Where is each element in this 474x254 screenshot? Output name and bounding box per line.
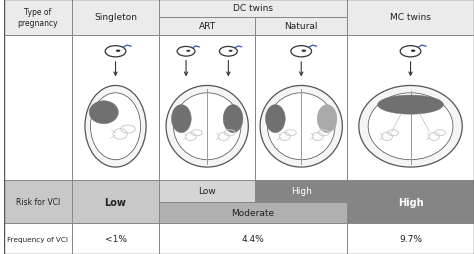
Bar	[72, 224, 159, 254]
Bar	[159, 36, 255, 180]
Bar	[347, 0, 474, 36]
Bar	[347, 36, 474, 180]
Bar	[255, 180, 347, 202]
Text: <1%: <1%	[105, 234, 127, 243]
Ellipse shape	[173, 93, 241, 160]
Ellipse shape	[166, 86, 248, 167]
Text: Type of
pregnancy: Type of pregnancy	[18, 8, 58, 27]
Bar	[159, 224, 347, 254]
Bar	[255, 36, 347, 180]
Bar	[72, 0, 159, 36]
Text: ART: ART	[199, 22, 216, 31]
Ellipse shape	[265, 105, 285, 133]
Bar	[159, 202, 347, 224]
Ellipse shape	[378, 96, 444, 115]
Circle shape	[301, 50, 306, 53]
Bar	[159, 180, 255, 202]
Bar	[4, 224, 72, 254]
Text: MC twins: MC twins	[390, 13, 431, 22]
Bar	[347, 224, 474, 254]
Text: High: High	[398, 197, 423, 207]
Text: Moderate: Moderate	[231, 208, 274, 217]
Ellipse shape	[172, 105, 191, 133]
Text: High: High	[291, 187, 312, 196]
Ellipse shape	[359, 86, 462, 167]
Bar	[4, 0, 72, 36]
Ellipse shape	[91, 93, 141, 160]
Circle shape	[186, 51, 190, 53]
Text: Risk for VCI: Risk for VCI	[16, 197, 60, 207]
Ellipse shape	[223, 105, 243, 133]
Circle shape	[116, 50, 120, 53]
Text: Singleton: Singleton	[94, 13, 137, 22]
Ellipse shape	[89, 101, 118, 124]
Ellipse shape	[260, 86, 342, 167]
Ellipse shape	[317, 105, 337, 133]
Text: Low: Low	[105, 197, 127, 207]
Ellipse shape	[368, 93, 453, 160]
Text: Frequency of VCI: Frequency of VCI	[8, 236, 68, 242]
Text: Low: Low	[198, 187, 216, 196]
Text: 9.7%: 9.7%	[399, 234, 422, 243]
Ellipse shape	[267, 93, 335, 160]
Text: DC twins: DC twins	[233, 4, 273, 13]
Bar	[4, 180, 72, 224]
Circle shape	[228, 51, 233, 53]
Circle shape	[411, 50, 415, 53]
Bar	[255, 18, 347, 36]
Ellipse shape	[85, 86, 146, 167]
Text: 4.4%: 4.4%	[242, 234, 264, 243]
Bar	[72, 180, 159, 224]
Bar	[159, 0, 347, 18]
Bar	[72, 36, 159, 180]
Text: Natural: Natural	[284, 22, 318, 31]
Bar	[347, 180, 474, 224]
Bar	[159, 18, 255, 36]
Bar	[4, 36, 72, 180]
